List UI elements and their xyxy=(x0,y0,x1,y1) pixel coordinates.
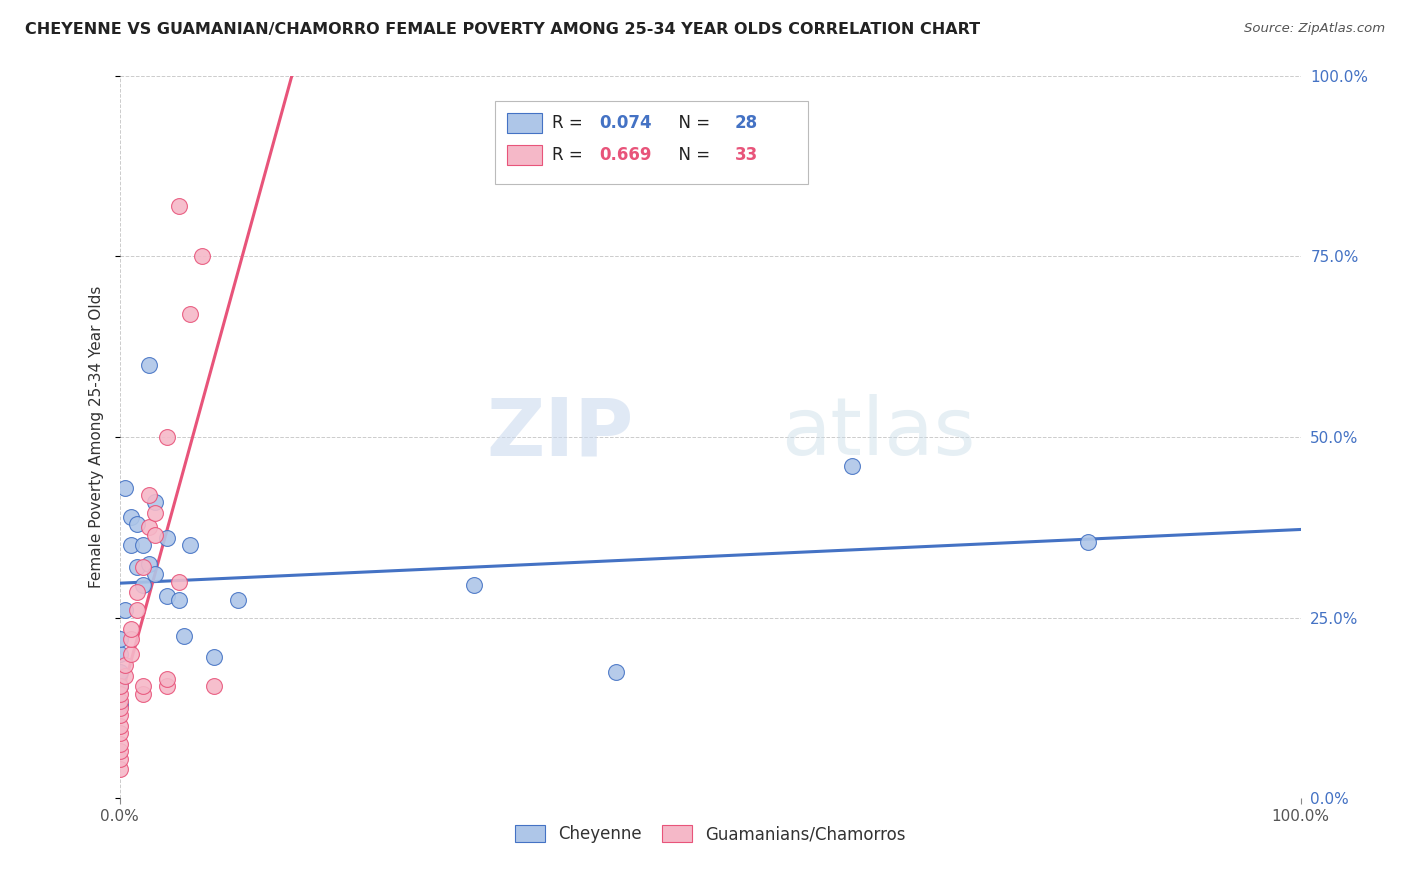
Point xyxy=(1077,534,1099,549)
Text: N =: N = xyxy=(668,114,714,132)
Text: atlas: atlas xyxy=(780,394,976,473)
Point xyxy=(605,665,627,679)
Point xyxy=(120,632,142,647)
Legend: Cheyenne, Guamanians/Chamorros: Cheyenne, Guamanians/Chamorros xyxy=(506,816,914,852)
Point xyxy=(138,488,160,502)
Point xyxy=(156,531,179,545)
Point xyxy=(191,249,214,264)
Point xyxy=(127,603,149,617)
Point xyxy=(120,647,142,661)
Point xyxy=(132,560,155,574)
Point xyxy=(127,516,149,531)
Point xyxy=(132,687,155,701)
Text: N =: N = xyxy=(668,146,714,164)
Point xyxy=(167,592,190,607)
Point xyxy=(138,557,160,571)
Point xyxy=(143,567,166,582)
Point xyxy=(156,589,179,603)
Point xyxy=(114,481,136,495)
FancyBboxPatch shape xyxy=(508,145,543,165)
Point xyxy=(108,744,131,758)
Y-axis label: Female Poverty Among 25-34 Year Olds: Female Poverty Among 25-34 Year Olds xyxy=(89,286,104,588)
Point xyxy=(108,632,131,647)
Point xyxy=(108,751,131,765)
Point xyxy=(120,509,142,524)
Point xyxy=(841,458,863,473)
Point xyxy=(202,679,225,693)
Point xyxy=(114,668,136,682)
Point xyxy=(179,539,201,553)
Point xyxy=(108,665,131,679)
Point xyxy=(143,495,166,509)
Point xyxy=(202,650,225,665)
Point xyxy=(138,358,160,372)
Text: R =: R = xyxy=(551,114,588,132)
Point xyxy=(108,698,131,712)
Point xyxy=(108,719,131,733)
Point xyxy=(108,647,131,661)
Text: 0.074: 0.074 xyxy=(599,114,651,132)
Point xyxy=(108,679,131,693)
Point xyxy=(463,578,485,592)
Point xyxy=(132,578,155,592)
Point xyxy=(173,629,195,643)
Point xyxy=(138,520,160,534)
Point xyxy=(108,737,131,751)
Point xyxy=(114,603,136,617)
Point xyxy=(108,708,131,723)
Point xyxy=(108,694,131,708)
Text: ZIP: ZIP xyxy=(486,394,633,473)
Point xyxy=(108,726,131,740)
FancyBboxPatch shape xyxy=(508,112,543,133)
Text: 28: 28 xyxy=(735,114,758,132)
Text: Source: ZipAtlas.com: Source: ZipAtlas.com xyxy=(1244,22,1385,36)
Point xyxy=(120,622,142,636)
Point xyxy=(127,585,149,599)
Point xyxy=(108,763,131,777)
Point xyxy=(114,657,136,672)
Point xyxy=(167,199,190,213)
Point xyxy=(127,560,149,574)
Point xyxy=(179,307,201,321)
Point xyxy=(108,679,131,693)
Text: 0.669: 0.669 xyxy=(599,146,651,164)
Point xyxy=(132,539,155,553)
FancyBboxPatch shape xyxy=(495,101,808,185)
Point xyxy=(120,539,142,553)
Point xyxy=(156,679,179,693)
Point xyxy=(108,687,131,701)
Point xyxy=(108,701,131,715)
Point xyxy=(143,527,166,541)
Point xyxy=(156,430,179,444)
Point xyxy=(143,506,166,520)
Point xyxy=(156,672,179,686)
Text: R =: R = xyxy=(551,146,588,164)
Text: CHEYENNE VS GUAMANIAN/CHAMORRO FEMALE POVERTY AMONG 25-34 YEAR OLDS CORRELATION : CHEYENNE VS GUAMANIAN/CHAMORRO FEMALE PO… xyxy=(25,22,980,37)
Text: 33: 33 xyxy=(735,146,758,164)
Point xyxy=(167,574,190,589)
Point xyxy=(132,679,155,693)
Point xyxy=(226,592,249,607)
